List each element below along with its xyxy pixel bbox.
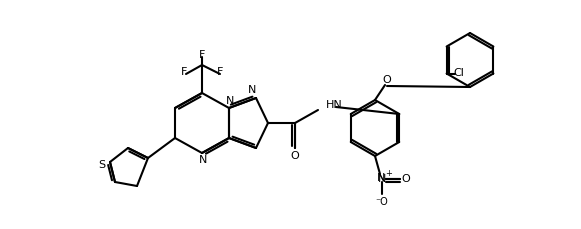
Text: +: + — [386, 169, 392, 177]
Text: S: S — [98, 160, 106, 170]
Text: F: F — [199, 50, 205, 60]
Text: O: O — [383, 75, 392, 85]
Text: F: F — [181, 67, 187, 77]
Text: O: O — [401, 174, 410, 184]
Text: N: N — [248, 85, 256, 95]
Text: ⁻O: ⁻O — [376, 197, 388, 207]
Text: N: N — [378, 174, 386, 184]
Text: O: O — [290, 151, 299, 161]
Text: N: N — [377, 173, 385, 183]
Text: N: N — [226, 96, 234, 106]
Text: F: F — [217, 67, 223, 77]
Text: N: N — [199, 155, 207, 165]
Text: Cl: Cl — [453, 68, 464, 79]
Text: HN: HN — [326, 100, 343, 110]
